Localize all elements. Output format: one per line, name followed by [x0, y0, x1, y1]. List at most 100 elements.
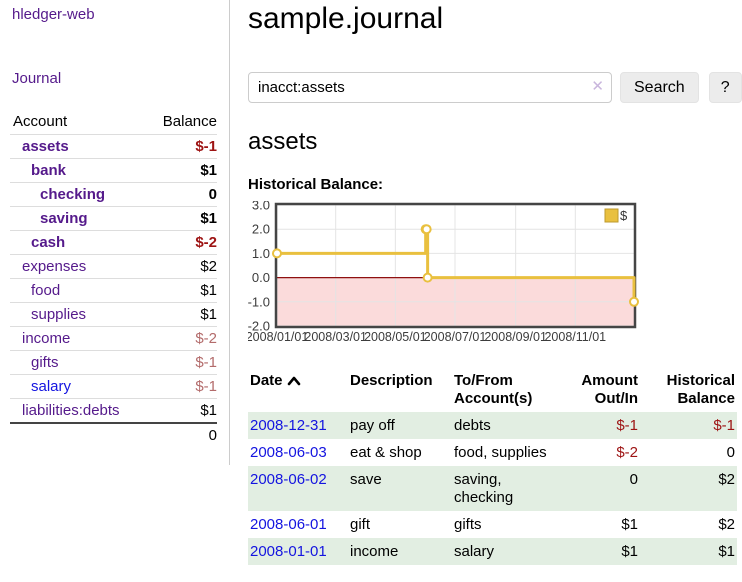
transaction-amount: $1: [621, 516, 638, 533]
account-balance: $1: [113, 278, 217, 303]
sidebar: hledger-web Journal Account Balance asse…: [0, 0, 230, 465]
data-point: [272, 248, 282, 259]
header-accounts: To/From Account(s): [454, 372, 533, 407]
search-form: ✕ Search ?: [248, 72, 742, 103]
transaction-accounts: food, supplies: [454, 444, 547, 461]
accounts-total-row: 0: [10, 422, 217, 447]
account-link[interactable]: salary: [31, 378, 72, 395]
account-link[interactable]: cash: [31, 234, 66, 251]
data-point: [421, 224, 432, 235]
transaction-balance: 0: [726, 444, 735, 461]
transaction-date-link[interactable]: 2008-12-31: [250, 417, 327, 434]
y-tick-label: 2.0: [252, 222, 270, 237]
y-tick-label: -1.0: [248, 294, 270, 309]
account-link[interactable]: food: [31, 282, 61, 299]
transaction-accounts: debts: [452, 412, 564, 439]
account-row: expenses $2: [10, 254, 217, 279]
legend-label: $: [620, 208, 628, 223]
transaction-date-link[interactable]: 2008-06-03: [250, 444, 327, 461]
account-balance: 0: [113, 182, 217, 207]
help-button[interactable]: ?: [708, 72, 742, 103]
header-description: Description: [350, 372, 433, 389]
account-link[interactable]: gifts: [31, 354, 59, 371]
transaction-amount: $-2: [616, 444, 638, 461]
account-link[interactable]: bank: [31, 162, 67, 179]
account-link[interactable]: assets: [22, 138, 69, 155]
account-row: supplies $1: [10, 302, 217, 327]
chart-container: 3.0 2.0 1.0 0.0 -1.0 -2.0 2008/01/01 2008/03/01…: [246, 198, 742, 353]
account-balance: $1: [113, 206, 217, 231]
sidebar-item-journal[interactable]: Journal: [12, 70, 62, 87]
account-row: liabilities:debts $1: [10, 398, 217, 423]
transaction-date-link[interactable]: 2008-06-01: [250, 516, 327, 533]
clear-search-icon[interactable]: ✕: [591, 78, 604, 95]
account-balance: $-2: [113, 326, 217, 351]
transaction-amount: $1: [564, 538, 640, 565]
transaction-amount: 0: [564, 466, 640, 511]
accounts-header-account: Account: [13, 113, 68, 130]
transaction-balance: $2: [718, 516, 735, 533]
register-row: 2008-06-03 eat & shop food, supplies $-2 0: [248, 439, 737, 466]
account-balance: $1: [113, 302, 217, 327]
account-row: gifts $-1: [10, 350, 217, 375]
register-row: 2008-06-02 save saving, checking 0 $2: [248, 466, 737, 511]
register-account-title: assets: [248, 128, 318, 155]
sidebar-nav: Journal: [10, 70, 217, 87]
header-balance: Historical Balance: [666, 372, 735, 407]
y-tick-label: -2.0: [248, 319, 270, 334]
account-row: food $1: [10, 278, 217, 303]
account-row: cash $-2: [10, 230, 217, 255]
x-tick-label: 2008/05/01: [364, 330, 427, 344]
account-link[interactable]: liabilities:debts: [22, 402, 120, 419]
search-button[interactable]: Search: [620, 72, 699, 103]
account-link[interactable]: checking: [40, 186, 106, 203]
y-tick-label: 0.0: [252, 270, 270, 285]
transaction-accounts: gifts: [454, 516, 482, 533]
search-input[interactable]: [248, 72, 612, 103]
transaction-date-link[interactable]: 2008-06-02: [250, 471, 327, 488]
chart-label: Historical Balance:: [248, 176, 384, 193]
transaction-description: pay off: [348, 412, 452, 439]
transaction-amount: $-1: [564, 412, 640, 439]
account-row: bank $1: [10, 158, 217, 183]
account-row: salary $-1: [10, 374, 217, 399]
legend-swatch: [604, 208, 619, 223]
x-tick-label: 2008/11/01: [544, 330, 606, 344]
account-balance: $-1: [113, 134, 217, 159]
account-link[interactable]: saving: [40, 210, 88, 227]
register-table-header: Date Description To/From Account(s) Amou…: [248, 370, 737, 412]
transaction-balance: $-1: [640, 412, 737, 439]
account-link[interactable]: income: [22, 330, 71, 347]
data-point: [629, 296, 639, 307]
account-balance: $-2: [113, 230, 217, 255]
y-tick-label: 1.0: [252, 246, 270, 261]
data-point: [422, 272, 433, 283]
register-table: Date Description To/From Account(s) Amou…: [248, 370, 737, 565]
search-field-wrap: ✕: [248, 72, 612, 103]
brand-link[interactable]: hledger-web: [12, 6, 95, 23]
account-balance: $1: [113, 398, 217, 423]
transaction-description: eat & shop: [350, 444, 422, 461]
page-title: sample.journal: [248, 2, 444, 35]
account-row: income $-2: [10, 326, 217, 351]
register-row: 2008-06-01 gift gifts $1 $2: [248, 511, 737, 538]
account-link[interactable]: supplies: [31, 306, 87, 323]
balance-chart: 3.0 2.0 1.0 0.0 -1.0 -2.02008/01/012008/03/01…: [246, 198, 639, 344]
x-tick-label: 2008/09/01: [484, 330, 547, 344]
accounts-total: 0: [113, 422, 217, 447]
account-balance: $-1: [113, 350, 217, 375]
transaction-balance: $1: [640, 538, 737, 565]
header-amount: Amount Out/In: [581, 372, 638, 407]
account-balance: $2: [113, 254, 217, 279]
app-window: hledger-web Journal Account Balance asse…: [0, 0, 742, 565]
account-link[interactable]: expenses: [22, 258, 87, 275]
transaction-balance: $2: [640, 466, 737, 511]
accounts-table: Account Balance assets $-1 bank $1 checking 0…: [10, 110, 217, 447]
account-row: checking 0: [10, 182, 217, 207]
header-date[interactable]: Date: [248, 370, 348, 412]
transaction-description: save: [348, 466, 452, 511]
transaction-description: gift: [350, 516, 371, 533]
transaction-date-link[interactable]: 2008-01-01: [250, 543, 327, 560]
register-row: 2008-12-31 pay off debts $-1 $-1: [248, 412, 737, 439]
app-brand: hledger-web: [10, 6, 217, 23]
